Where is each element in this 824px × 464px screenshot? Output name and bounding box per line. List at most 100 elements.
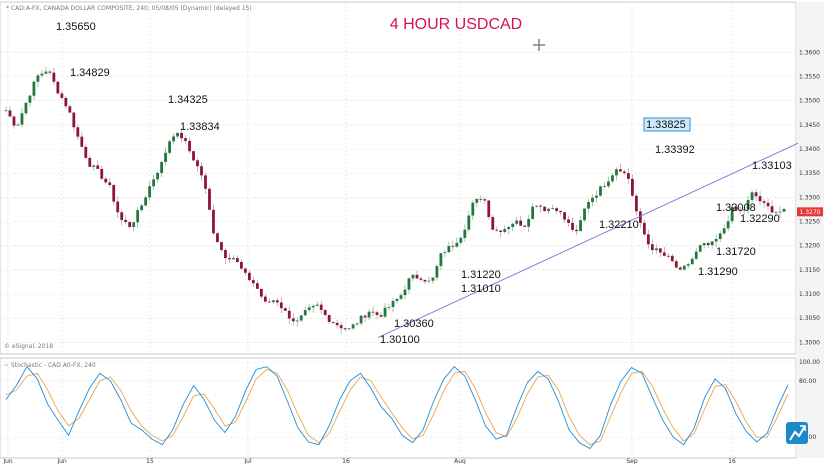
price-panel-frame xyxy=(0,1,797,355)
candle-down xyxy=(243,268,247,273)
candle-down xyxy=(287,310,291,319)
x-tick-label: 15 xyxy=(146,458,154,464)
chart-header: * CAD:A-FX, CANADA DOLLAR COMPOSITE, 240… xyxy=(6,5,252,12)
trendline[interactable] xyxy=(377,142,799,338)
candle-down xyxy=(479,198,483,200)
candle-up xyxy=(403,289,407,296)
y-tick-label: 1.3200 xyxy=(799,243,820,250)
candle-up xyxy=(686,264,690,266)
candle-up xyxy=(535,205,539,207)
candle-down xyxy=(220,242,223,251)
candle-down xyxy=(487,200,491,218)
annotation-box xyxy=(643,117,691,132)
candle-up xyxy=(607,181,610,187)
candle-up xyxy=(714,239,718,242)
candle-down xyxy=(291,318,295,322)
candle-up xyxy=(383,307,387,317)
candle-up xyxy=(24,102,28,114)
candle-down xyxy=(559,210,562,213)
candle-down xyxy=(670,255,674,262)
price-annotation: 1.35650 xyxy=(56,21,96,33)
stochastic-header: ~ Stochastic - CAD A0-FX, 240 xyxy=(4,362,96,369)
candle-up xyxy=(475,198,479,203)
candle-down xyxy=(327,315,331,322)
candle-down xyxy=(331,321,335,323)
candle-down xyxy=(192,151,195,161)
candle-up xyxy=(730,206,734,222)
candle-up xyxy=(176,132,179,137)
price-annotation: 1.34325 xyxy=(168,94,208,106)
y-tick-label: 1.3250 xyxy=(799,219,820,226)
candle-up xyxy=(92,165,96,167)
candle-up xyxy=(144,197,148,206)
candle-up xyxy=(595,195,598,198)
candle-up xyxy=(463,229,467,238)
candle-down xyxy=(766,202,770,207)
candle-down xyxy=(104,178,108,183)
candle-up xyxy=(303,310,307,316)
price-axis[interactable]: 1.3600 1.3550 1.3500 1.3450 1.3400 1.3350 1.33… xyxy=(799,49,820,346)
esignal-logo-icon xyxy=(786,422,808,444)
candle-up xyxy=(726,221,730,229)
price-annotation: 1.34829 xyxy=(70,67,110,79)
candle-up xyxy=(156,172,160,180)
price-annotation: 1.30100 xyxy=(380,334,420,346)
candle-up xyxy=(435,266,439,278)
candle-down xyxy=(88,157,92,167)
candle-up xyxy=(774,211,778,213)
candle-down xyxy=(200,166,203,176)
candle-down xyxy=(80,136,84,147)
candle-down xyxy=(375,312,379,315)
candle-up xyxy=(467,215,471,230)
candle-up xyxy=(391,300,395,308)
candle-up xyxy=(690,258,694,265)
candle-down xyxy=(108,182,112,186)
candle-down xyxy=(275,300,279,303)
candle-up xyxy=(694,251,698,259)
candle-up xyxy=(742,209,746,211)
x-tick-label: Jul xyxy=(243,458,252,464)
price-annotation: 1.32290 xyxy=(740,213,780,225)
candle-up xyxy=(32,81,36,96)
candle-down xyxy=(12,116,16,126)
candle-down xyxy=(112,185,116,202)
candle-down xyxy=(638,211,642,223)
candle-down xyxy=(563,212,566,220)
candle-up xyxy=(160,161,164,173)
price-annotation: 1.32210 xyxy=(599,219,639,231)
y-tick-label: 1.3450 xyxy=(799,122,820,129)
candle-down xyxy=(623,171,626,174)
candle-down xyxy=(758,196,762,202)
candle-down xyxy=(120,212,124,220)
candle-up xyxy=(746,199,750,210)
candle-down xyxy=(371,311,375,313)
candle-down xyxy=(650,244,654,251)
candle-up xyxy=(507,226,511,230)
candle-down xyxy=(56,81,60,94)
candle-down xyxy=(495,229,499,231)
candle-up xyxy=(307,307,311,311)
price-tag-label: 1.3270 xyxy=(800,209,821,216)
crosshair-icon xyxy=(533,39,545,51)
price-annotations: 1.35650 1.34829 1.34325 1.33834 1.30360 1.301… xyxy=(56,21,792,346)
stochastic-grid xyxy=(2,361,796,438)
candle-up xyxy=(4,110,8,112)
y-tick-label: 1.3500 xyxy=(799,98,820,105)
candle-down xyxy=(72,112,76,128)
candle-down xyxy=(571,222,574,230)
time-axis[interactable]: Jun Jun 15 Jul 16 Aug Sep 16 xyxy=(2,458,736,464)
price-annotation: 1.31220 xyxy=(461,269,501,281)
price-annotation: 1.31010 xyxy=(461,283,501,295)
candle-down xyxy=(539,205,543,207)
candle-down xyxy=(451,245,455,247)
y-tick-label: 1.3550 xyxy=(799,74,820,81)
x-tick-label: Aug xyxy=(454,458,466,464)
candle-up xyxy=(587,202,590,209)
candle-down xyxy=(738,210,742,211)
candle-down xyxy=(100,168,104,179)
candle-up xyxy=(447,245,451,253)
candle-up xyxy=(439,253,443,267)
candle-down xyxy=(519,220,523,226)
